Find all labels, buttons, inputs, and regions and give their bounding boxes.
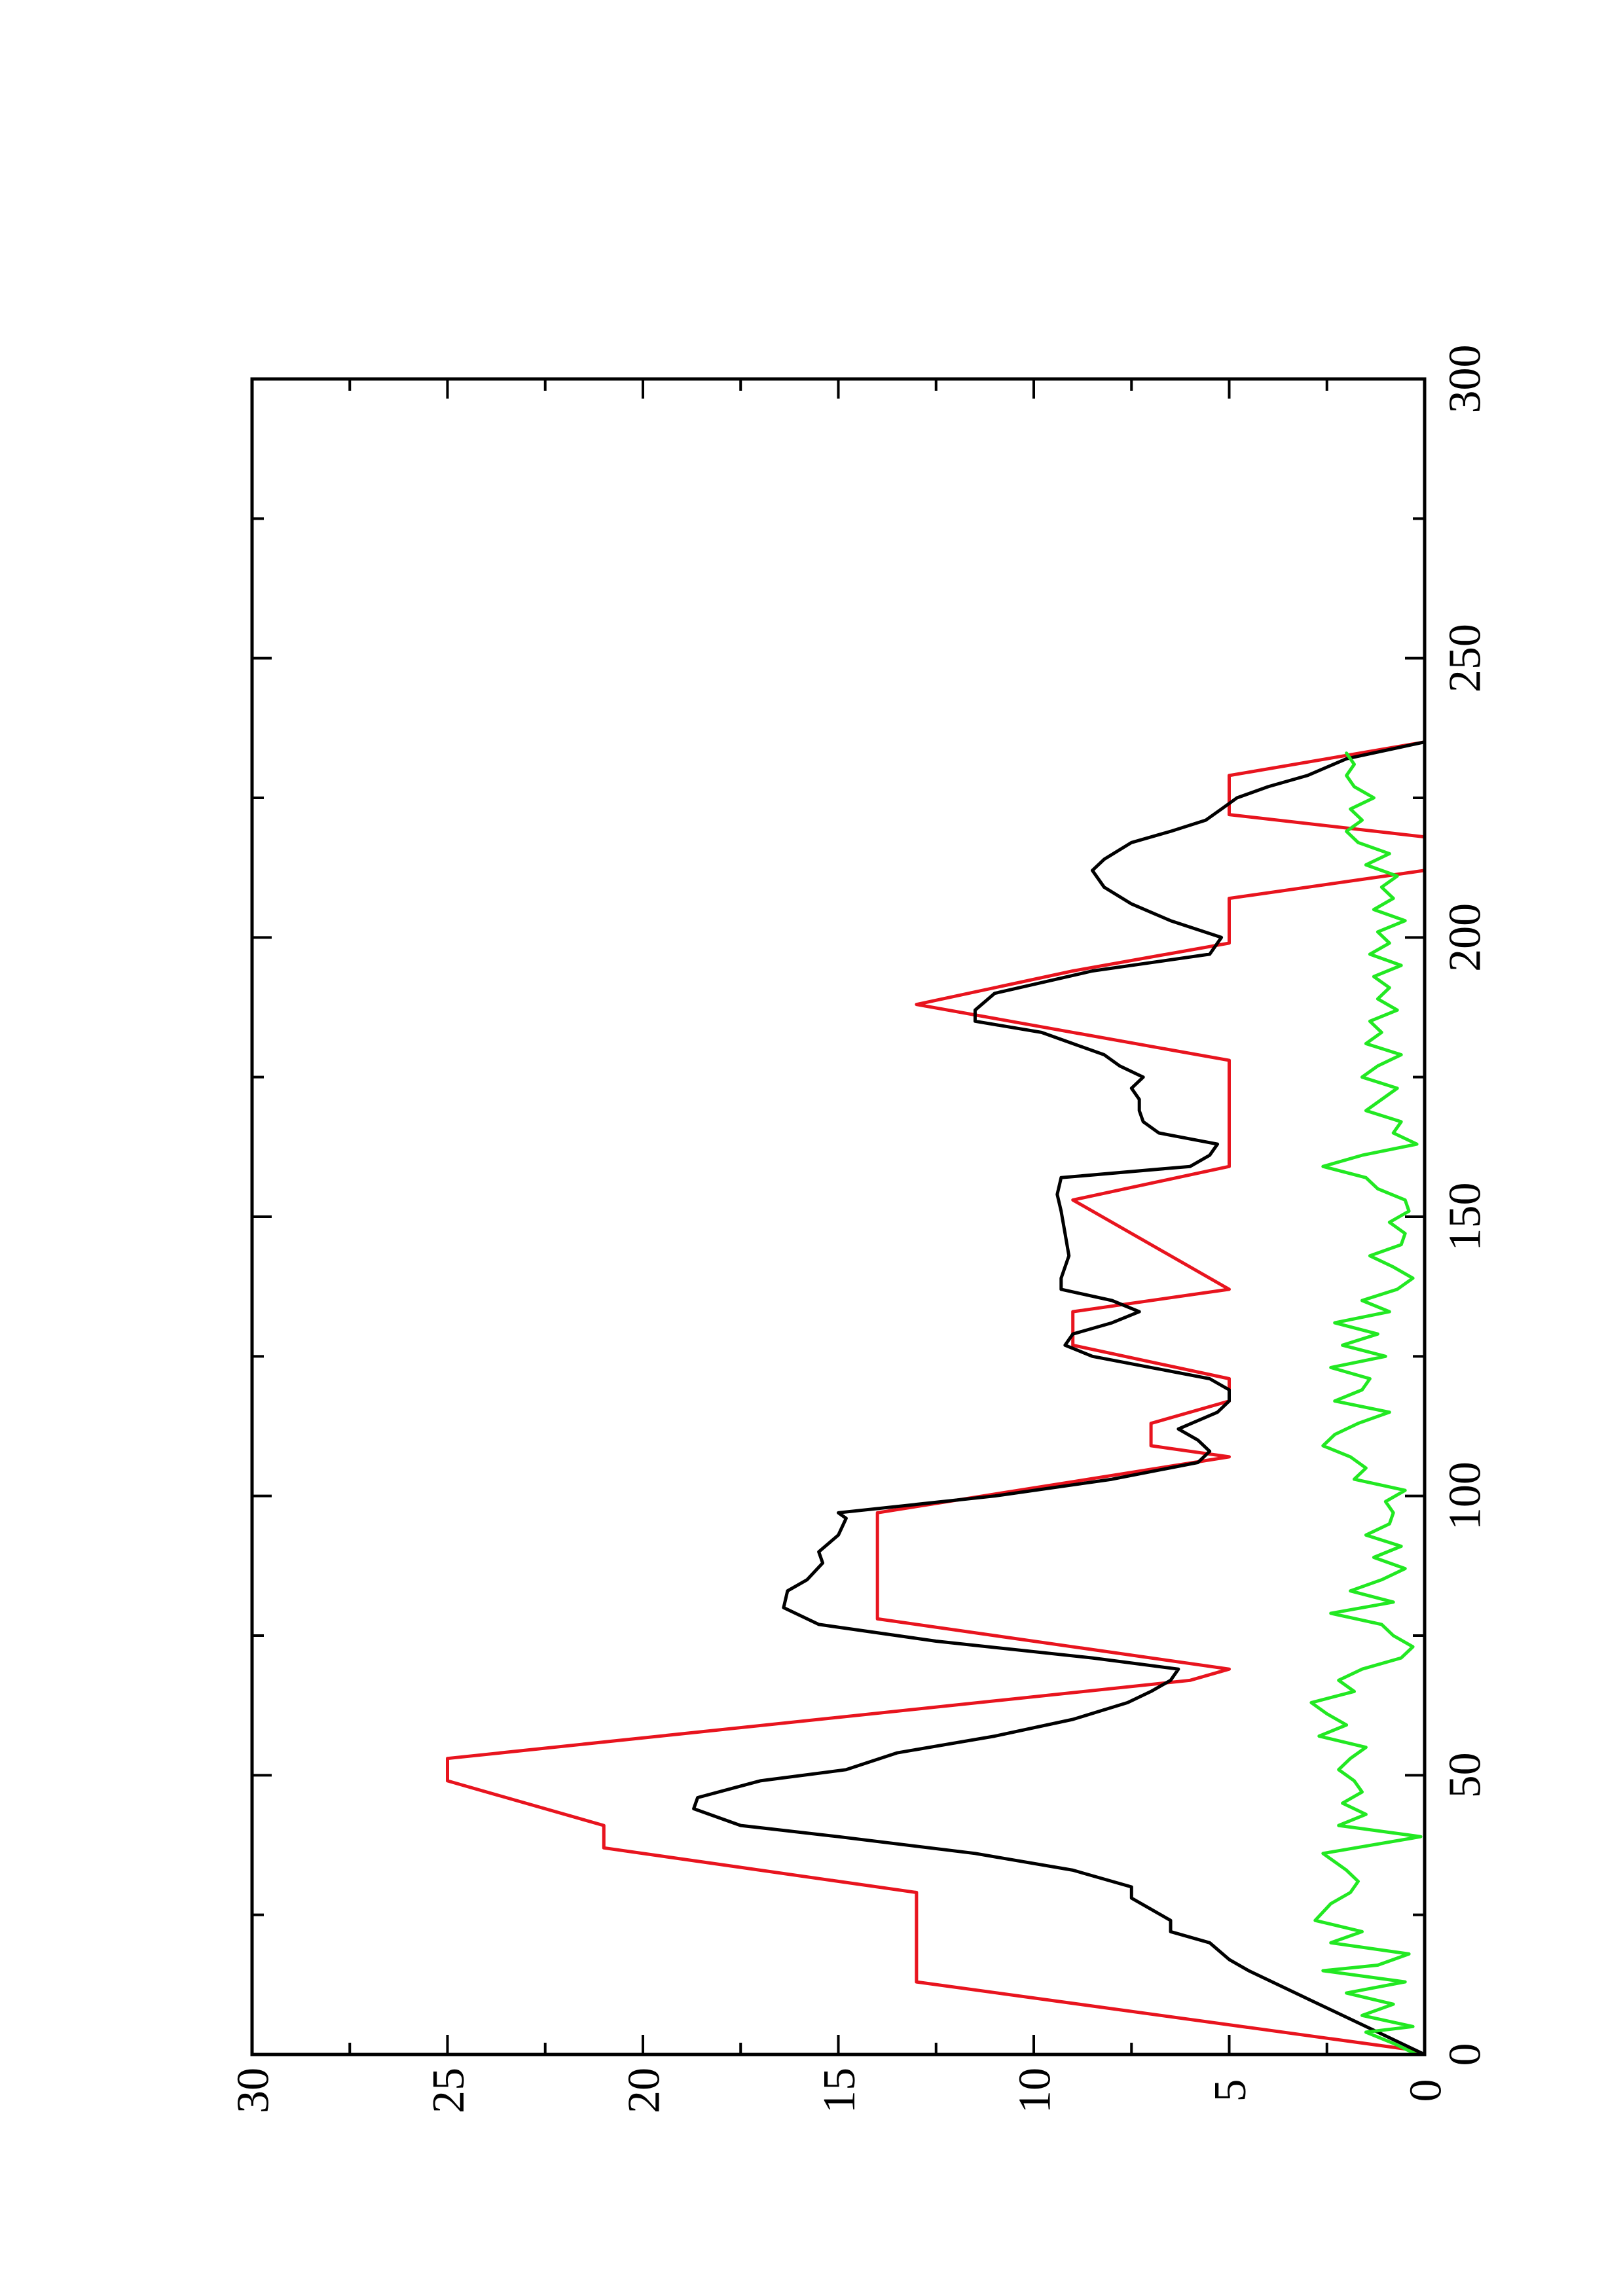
y-tick-label: 15 [814, 2068, 865, 2113]
series-red-line [446, 740, 1427, 2056]
tick-label-group: 0 50 100 150 200 250 300 0 5 10 15 20 25 30 [228, 345, 1491, 2114]
series-group [446, 740, 1427, 2056]
x-tick-label: 150 [1440, 1183, 1491, 1251]
y-tick-label: 25 [424, 2068, 474, 2113]
y-tick-label: 5 [1205, 2079, 1256, 2102]
series-black-line [692, 740, 1427, 2056]
x-tick-label: 0 [1440, 2043, 1491, 2066]
x-tick-label: 300 [1440, 345, 1491, 414]
axes-frame [250, 377, 1427, 2056]
y-tick-label: 20 [619, 2068, 670, 2113]
tick-group [251, 378, 1426, 2056]
x-tick-label: 100 [1440, 1462, 1491, 1530]
x-tick-label: 200 [1440, 903, 1491, 972]
x-tick-label: 50 [1440, 1752, 1491, 1798]
y-tick-label: 0 [1401, 2079, 1451, 2102]
y-tick-label: 10 [1010, 2068, 1061, 2113]
x-tick-label: 250 [1440, 624, 1491, 692]
y-tick-label: 30 [228, 2068, 279, 2113]
series-green-line [1309, 751, 1423, 2056]
